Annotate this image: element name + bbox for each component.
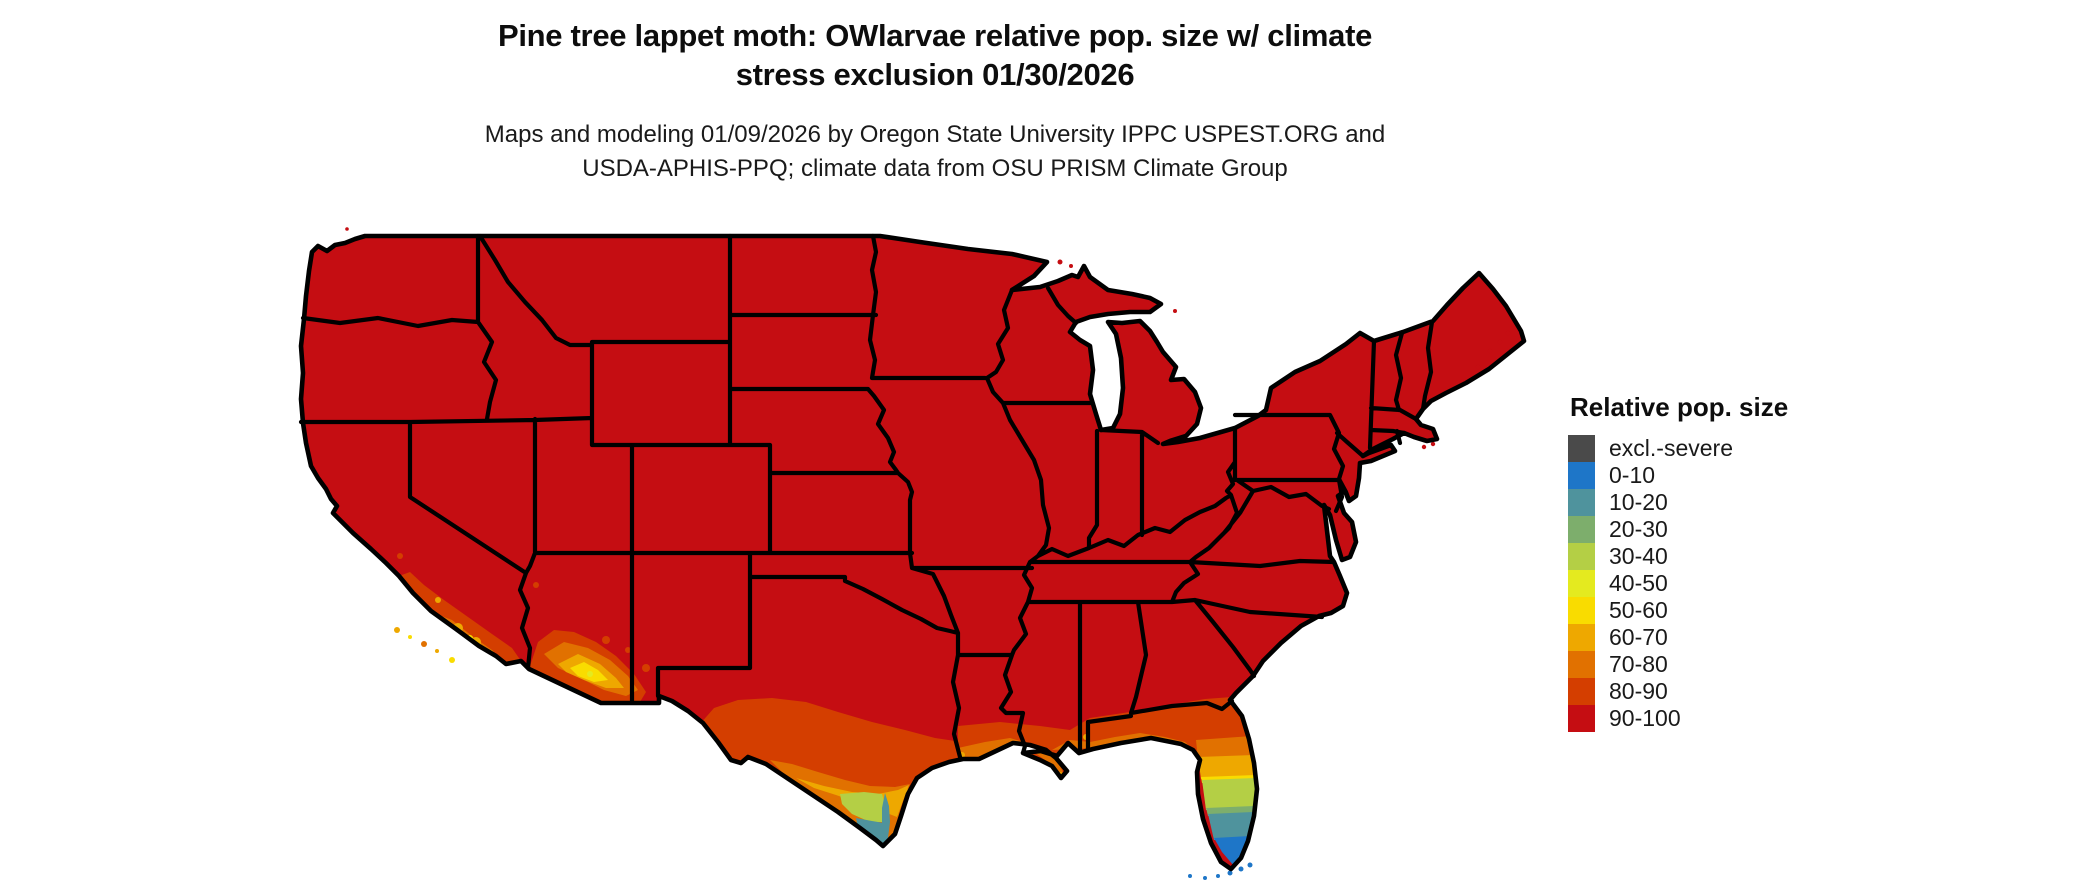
- map-title-line2: stress exclusion 01/30/2026: [735, 57, 1135, 92]
- texas-barrier-island: [882, 793, 890, 847]
- legend-swatch-60-70: [1568, 624, 1595, 651]
- state-borders: [298, 233, 1435, 760]
- channel-island-4: [435, 649, 439, 653]
- legend-item-30-40: 30-40: [1568, 543, 1898, 570]
- legend-label: 50-60: [1609, 597, 1668, 623]
- massachusetts-island-2: [1430, 441, 1436, 447]
- speck-ca-80: [397, 553, 403, 559]
- offshore-islands: [345, 227, 1511, 880]
- legend-label: 80-90: [1609, 678, 1668, 704]
- legend-swatch-20-30: [1568, 516, 1595, 543]
- legend-swatch-80-90: [1568, 678, 1595, 705]
- legend-swatch-10-20: [1568, 489, 1595, 516]
- speck-az-river-80: [533, 582, 539, 588]
- gradient-patch-florida-30: [1202, 778, 1256, 810]
- legend-label: 60-70: [1609, 624, 1668, 650]
- speck-az-80: [602, 636, 610, 644]
- legend-swatch-40-50: [1568, 570, 1595, 597]
- legend-label: 20-30: [1609, 516, 1668, 542]
- superior-island-1: [1057, 259, 1063, 265]
- legend-item-80-90: 80-90: [1568, 678, 1898, 705]
- legend-swatch-70-80: [1568, 651, 1595, 678]
- map-subtitle: Maps and modeling 01/09/2026 by Oregon S…: [0, 118, 1870, 186]
- legend-item-20-30: 20-30: [1568, 516, 1898, 543]
- legend-item-0-10: 0-10: [1568, 462, 1898, 489]
- channel-island-3: [421, 641, 427, 647]
- gradient-patch-florida-60: [1198, 755, 1256, 779]
- gradient-patch-florida-10: [1208, 812, 1253, 840]
- florida-key-4: [1216, 874, 1220, 878]
- massachusetts-island-1: [1421, 444, 1427, 450]
- legend-label: 10-20: [1609, 489, 1668, 515]
- legend-swatch-excl.-severe: [1568, 435, 1595, 462]
- legend-label: 90-100: [1609, 705, 1681, 731]
- legend-item-60-70: 60-70: [1568, 624, 1898, 651]
- map-subtitle-line1: Maps and modeling 01/09/2026 by Oregon S…: [484, 121, 1386, 148]
- speck-az-80b: [625, 647, 631, 653]
- superior-island-2: [1069, 264, 1073, 268]
- legend-item-10-20: 10-20: [1568, 489, 1898, 516]
- legend-title: Relative pop. size: [1570, 392, 1789, 422]
- florida-key-1: [1247, 862, 1253, 868]
- florida-key-6: [1188, 874, 1192, 878]
- maine-island-2: [1497, 339, 1503, 345]
- legend-item-70-80: 70-80: [1568, 651, 1898, 678]
- speck-az-80c: [642, 664, 650, 672]
- legend: Relative pop. size excl.-severe 0-10 10-20…: [1568, 392, 1898, 732]
- channel-island-1: [394, 627, 400, 633]
- maine-island-3: [1475, 364, 1481, 370]
- huron-island: [1173, 309, 1177, 313]
- channel-island-5: [449, 657, 455, 663]
- legend-label: 0-10: [1609, 462, 1656, 488]
- legend-label: 40-50: [1609, 570, 1668, 596]
- washington-island: [345, 227, 349, 231]
- legend-item-40-50: 40-50: [1568, 570, 1898, 597]
- gradient-patch-florida-70: [1196, 736, 1254, 760]
- speck-az-40: [587, 671, 593, 677]
- channel-island-2: [408, 635, 412, 639]
- legend-label: excl.-severe: [1609, 435, 1733, 461]
- map-title: Pine tree lappet moth: OWlarvae relative…: [0, 16, 1870, 94]
- nation-outline: [298, 233, 1527, 872]
- legend-item-50-60: 50-60: [1568, 597, 1898, 624]
- legend-swatch-30-40: [1568, 543, 1595, 570]
- florida-key-5: [1203, 876, 1207, 880]
- gradient-patch-ladelta-70: [958, 738, 1064, 775]
- legend-swatch-0-10: [1568, 462, 1595, 489]
- legend-swatch-90-100: [1568, 705, 1595, 732]
- map-subtitle-line2: USDA-APHIS-PPQ; climate data from OSU PR…: [582, 155, 1288, 182]
- gradient-patch-california-80: [399, 572, 521, 663]
- florida-key-3: [1227, 870, 1233, 876]
- speck-ca-60d: [435, 597, 441, 603]
- florida-key-2: [1238, 866, 1244, 872]
- legend-label: 30-40: [1609, 543, 1668, 569]
- maine-island-1: [1487, 348, 1493, 354]
- maine-island-4: [1505, 330, 1511, 336]
- gradient-patch-texastip-10: [856, 818, 886, 845]
- legend-label: 70-80: [1609, 651, 1668, 677]
- gradient-patch-texas-30: [840, 792, 886, 822]
- legend-item-90-100: 90-100: [1568, 705, 1898, 732]
- legend-rows: excl.-severe 0-10 10-20 20-30 30-40 40-50 50-6…: [1568, 435, 1898, 732]
- map-title-line1: Pine tree lappet moth: OWlarvae relative…: [497, 18, 1373, 53]
- legend-swatch-50-60: [1568, 597, 1595, 624]
- legend-item-excl.-severe: excl.-severe: [1568, 435, 1898, 462]
